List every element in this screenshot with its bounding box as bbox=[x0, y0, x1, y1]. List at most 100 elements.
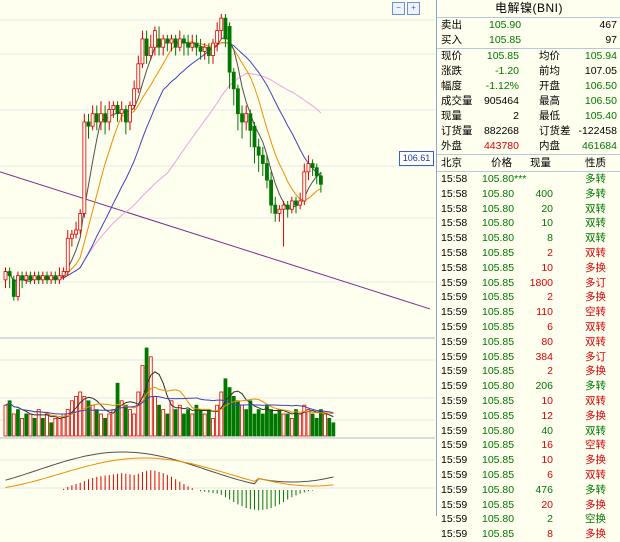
volume-bar bbox=[294, 409, 298, 437]
zoom-in-icon[interactable]: + bbox=[407, 2, 420, 15]
volume-bar bbox=[65, 409, 70, 437]
volume-bar bbox=[219, 391, 224, 437]
volume-bar bbox=[74, 395, 78, 437]
volume-bar bbox=[281, 413, 286, 437]
candle bbox=[294, 200, 298, 206]
bid-row[interactable]: 买入 105.85 97 bbox=[441, 34, 617, 46]
quote-row: 现量 2 最低 105.40 bbox=[441, 110, 617, 122]
tick-row[interactable]: 15:59 105.85 2 多换 bbox=[441, 365, 606, 378]
ma-line-5 bbox=[5, 36, 322, 283]
volume-bar bbox=[49, 422, 54, 437]
volume-bar bbox=[244, 409, 249, 437]
tick-row[interactable]: 15:59 105.80 40 双转 bbox=[441, 424, 606, 437]
tick-row[interactable]: 15:59 105.85 2 多换 bbox=[441, 291, 606, 304]
quote-panel: 电解镍(BNI) 卖出 105.90 467 买入 105.85 97 现价 10… bbox=[436, 0, 620, 540]
tick-row[interactable]: 15:58 105.85 2 双转 bbox=[441, 246, 606, 259]
volume-bar bbox=[206, 409, 211, 437]
quote-row: 外盘 443780 内盘 461684 bbox=[441, 140, 617, 152]
tick-row[interactable]: 15:59 105.85 80 双转 bbox=[441, 335, 606, 348]
kline-chart[interactable] bbox=[0, 0, 435, 516]
volume-bar bbox=[240, 404, 244, 437]
candle bbox=[182, 38, 186, 44]
tick-row[interactable]: 15:59 105.85 12 多换 bbox=[441, 409, 606, 422]
tick-row[interactable]: 15:59 105.85 6 双转 bbox=[441, 468, 606, 481]
tick-row[interactable]: 15:59 105.85 16 空转 bbox=[441, 439, 606, 452]
candle bbox=[298, 200, 303, 206]
candle bbox=[74, 229, 78, 235]
candle bbox=[206, 46, 211, 56]
instrument-title: 电解镍(BNI) bbox=[437, 0, 620, 18]
candle bbox=[310, 163, 315, 169]
volume-bar bbox=[165, 413, 170, 437]
candle bbox=[61, 271, 66, 277]
tick-row[interactable]: 15:59 105.85 10 双转 bbox=[441, 394, 606, 407]
candle bbox=[144, 38, 149, 56]
volume-bar bbox=[28, 413, 33, 437]
candle bbox=[16, 275, 20, 297]
volume-bar bbox=[302, 404, 307, 437]
candle bbox=[265, 163, 269, 181]
volume-bar bbox=[190, 413, 195, 437]
tick-row[interactable]: 15:58 105.80 10 双转 bbox=[441, 217, 606, 230]
trend-line bbox=[0, 171, 431, 310]
tick-list[interactable]: 15:58 105.80*** 多转 15:58 105.80 400 多转 15:58 105… bbox=[437, 172, 620, 542]
volume-bar bbox=[103, 417, 107, 437]
candle bbox=[132, 88, 137, 106]
volume-bar bbox=[215, 404, 220, 437]
volume-bar bbox=[94, 409, 99, 437]
tick-row[interactable]: 15:59 105.85 8 多换 bbox=[441, 528, 606, 541]
candle bbox=[94, 113, 99, 123]
candle bbox=[198, 46, 203, 52]
volume-bar bbox=[32, 417, 37, 437]
chart-area[interactable]: − + 106.61 bbox=[0, 0, 435, 516]
quote-stats: 现价 105.85 均价 105.94 涨跌 -1.20 前均 107.05 幅度 -1.12% 开… bbox=[437, 49, 620, 154]
volume-bar bbox=[231, 395, 236, 437]
tick-row[interactable]: 15:59 105.85 1800 多订 bbox=[441, 276, 606, 289]
candle bbox=[103, 113, 107, 123]
quote-row: 幅度 -1.12% 开盘 106.50 bbox=[441, 80, 617, 92]
volume-bar bbox=[86, 400, 91, 437]
tick-row[interactable]: 15:59 105.80 476 多转 bbox=[441, 483, 606, 496]
volume-bar bbox=[136, 391, 141, 437]
candle bbox=[115, 104, 120, 115]
volume-bar bbox=[273, 413, 278, 437]
candle bbox=[70, 233, 74, 239]
candle bbox=[227, 26, 232, 73]
tick-row[interactable]: 15:58 105.80 20 双转 bbox=[441, 202, 606, 215]
tick-row[interactable]: 15:59 105.85 6 双转 bbox=[441, 320, 606, 333]
candle bbox=[57, 275, 62, 281]
volume-bar bbox=[186, 409, 191, 437]
tick-row[interactable]: 15:58 105.80 8 双转 bbox=[441, 232, 606, 245]
tick-row[interactable]: 15:59 105.85 384 多订 bbox=[441, 350, 606, 363]
candle bbox=[107, 109, 112, 123]
candle bbox=[36, 275, 41, 281]
volume-bar bbox=[306, 409, 311, 437]
candle bbox=[248, 113, 253, 131]
zoom-out-icon[interactable]: − bbox=[392, 2, 405, 15]
volume-bar bbox=[45, 413, 49, 437]
volume-bar bbox=[40, 417, 45, 437]
volume-bar bbox=[260, 413, 265, 437]
ticks-header: 北京 价格 现量 性质 bbox=[437, 154, 620, 172]
tick-row[interactable]: 15:59 105.85 10 多换 bbox=[441, 454, 606, 467]
candle bbox=[302, 171, 307, 202]
tick-row[interactable]: 15:58 105.85 10 多换 bbox=[441, 261, 606, 274]
candle bbox=[306, 163, 311, 173]
candle bbox=[32, 275, 37, 281]
tick-row[interactable]: 15:59 105.80 206 多转 bbox=[441, 380, 606, 393]
tick-row[interactable]: 15:58 105.80*** 多转 bbox=[441, 173, 606, 185]
ask-row[interactable]: 卖出 105.90 467 bbox=[441, 19, 617, 31]
tick-row[interactable]: 15:59 105.85 20 多换 bbox=[441, 498, 606, 511]
volume-bar bbox=[198, 409, 203, 437]
candle bbox=[20, 275, 25, 281]
candle bbox=[252, 125, 257, 148]
tick-row[interactable]: 15:58 105.80 400 多转 bbox=[441, 187, 606, 200]
tick-row[interactable]: 15:59 105.80 2 空换 bbox=[441, 513, 606, 526]
volume-bar bbox=[3, 404, 8, 437]
candle bbox=[3, 271, 8, 281]
quote-row: 成交量 905464 最高 106.50 bbox=[441, 95, 617, 107]
volume-bar bbox=[182, 413, 186, 437]
tick-row[interactable]: 15:59 105.85 110 空转 bbox=[441, 306, 606, 319]
quote-row: 涨跌 -1.20 前均 107.05 bbox=[441, 65, 617, 77]
quote-row: 订货量 882268 订货差 -122458 bbox=[441, 125, 617, 137]
